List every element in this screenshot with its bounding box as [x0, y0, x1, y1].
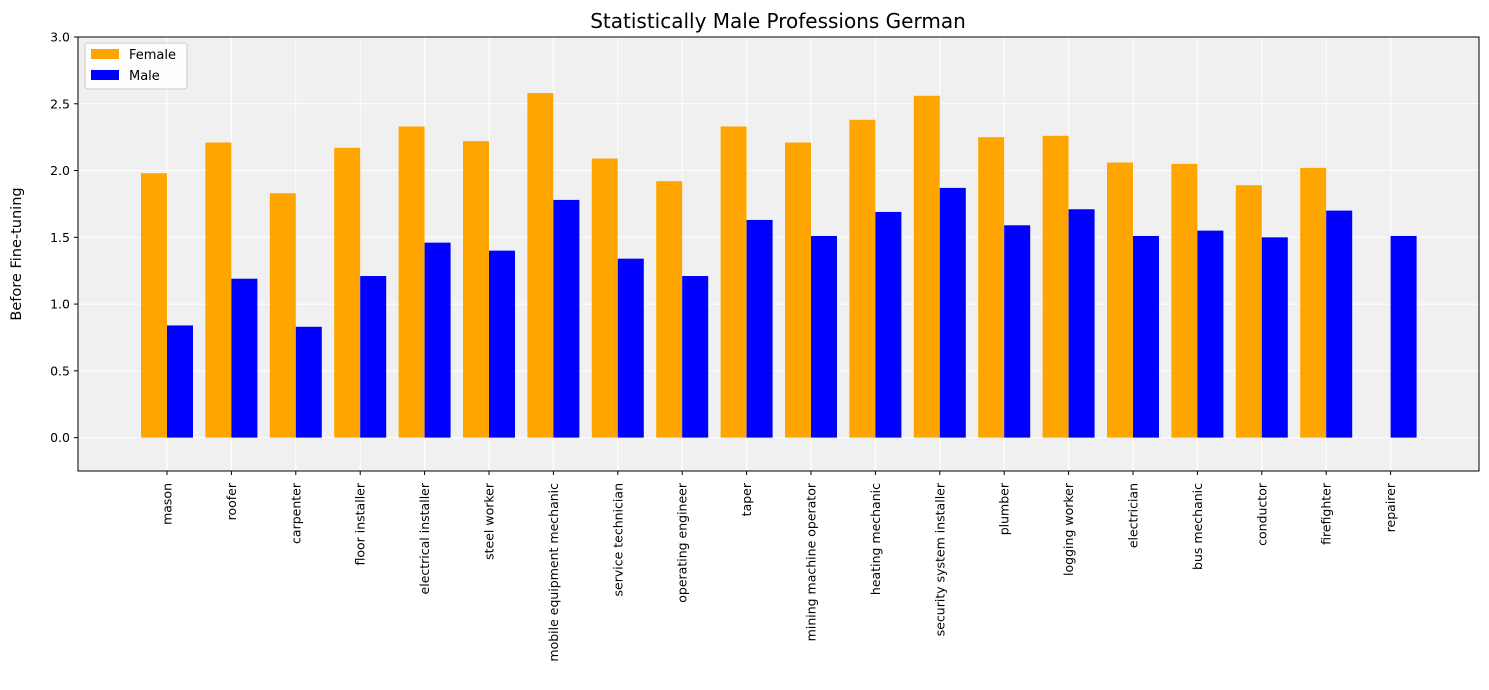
bar-female-bus-mechanic: [1171, 163, 1198, 438]
legend-swatch-female: [91, 49, 119, 59]
bar-male-security-system-installer: [939, 187, 966, 438]
bar-male-mason: [167, 325, 193, 438]
chart-title: Statistically Male Professions German: [590, 9, 966, 33]
bar-female-logging-worker: [1042, 135, 1069, 438]
bars: [141, 93, 1417, 438]
x-tick-label: mobile equipment mechanic: [546, 483, 561, 662]
x-tick-label: bus mechanic: [1190, 483, 1205, 570]
y-tick-label: 1.0: [50, 297, 70, 312]
x-tick-label: mason: [160, 483, 175, 525]
bar-male-roofer: [231, 278, 258, 438]
y-tick-label: 0.0: [50, 430, 70, 445]
x-tick-label: steel worker: [482, 482, 497, 560]
bar-female-electrical-installer: [398, 126, 425, 438]
bar-male-service-technician: [617, 258, 644, 438]
legend-swatch-male: [91, 70, 119, 80]
x-tick-label: security system installer: [932, 482, 947, 636]
x-tick-label: electrical installer: [417, 482, 432, 594]
bar-male-heating-mechanic: [875, 211, 902, 438]
bar-female-service-technician: [591, 158, 618, 438]
bar-male-mining-machine-operator: [811, 235, 837, 438]
bar-female-mason: [141, 173, 167, 438]
bar-male-plumber: [1004, 225, 1031, 438]
bar-female-mobile-equipment-mechanic: [527, 93, 554, 438]
bar-female-carpenter: [269, 193, 296, 438]
legend-label-female: Female: [129, 48, 176, 63]
y-axis-ticks: 0.0 0.5 1.0 1.5 2.0 2.5 3.0: [50, 30, 78, 445]
bar-male-mobile-equipment-mechanic: [553, 199, 580, 438]
y-tick-label: 2.0: [50, 163, 70, 178]
legend-label-male: Male: [129, 69, 160, 84]
bar-male-firefighter: [1326, 210, 1353, 438]
bar-male-repairer: [1390, 235, 1417, 438]
bar-female-electrician: [1107, 162, 1133, 438]
bar-male-operating-engineer: [682, 276, 709, 438]
x-tick-label: plumber: [997, 482, 1012, 535]
x-tick-label: floor installer: [353, 482, 368, 565]
bar-female-plumber: [978, 137, 1005, 438]
x-tick-label: carpenter: [288, 482, 303, 544]
bar-female-conductor: [1235, 185, 1262, 438]
bar-male-electrician: [1133, 235, 1159, 438]
bar-female-roofer: [205, 142, 232, 438]
bar-male-conductor: [1261, 237, 1288, 438]
bar-male-carpenter: [295, 326, 322, 438]
x-tick-label: roofer: [224, 482, 239, 520]
legend: Female Male: [84, 42, 188, 90]
bar-female-heating-mechanic: [849, 119, 876, 438]
x-tick-label: mining machine operator: [804, 482, 819, 641]
bar-male-taper: [746, 219, 773, 438]
bar-female-floor-installer: [334, 147, 361, 438]
bar-male-bus-mechanic: [1197, 230, 1224, 438]
x-tick-label: conductor: [1254, 482, 1269, 546]
x-tick-label: firefighter: [1319, 482, 1334, 545]
bar-female-taper: [720, 126, 747, 438]
bar-female-firefighter: [1300, 167, 1327, 438]
bar-female-mining-machine-operator: [785, 142, 811, 438]
x-tick-label: taper: [739, 482, 754, 516]
x-tick-label: repairer: [1383, 482, 1398, 532]
x-tick-label: operating engineer: [675, 482, 690, 603]
x-tick-label: logging worker: [1061, 482, 1076, 576]
bar-male-electrical-installer: [424, 242, 451, 438]
x-tick-label: heating mechanic: [868, 483, 883, 595]
bar-female-operating-engineer: [656, 181, 683, 438]
bar-male-steel-worker: [489, 250, 515, 438]
bar-male-floor-installer: [360, 276, 387, 438]
y-tick-label: 0.5: [50, 363, 70, 378]
x-tick-label: electrician: [1126, 483, 1141, 548]
y-tick-label: 2.5: [50, 96, 70, 111]
y-tick-label: 1.5: [50, 230, 70, 245]
bar-female-security-system-installer: [913, 95, 940, 438]
bar-female-steel-worker: [463, 141, 489, 438]
x-axis-ticks: mason roofer carpenter floor installer elect…: [160, 471, 1398, 662]
x-tick-label: service technician: [610, 483, 625, 596]
plot-frame: [77, 36, 1480, 472]
bar-male-logging-worker: [1068, 209, 1095, 438]
y-tick-label: 3.0: [50, 30, 70, 45]
y-axis-title: Before Fine-tuning: [9, 187, 25, 320]
